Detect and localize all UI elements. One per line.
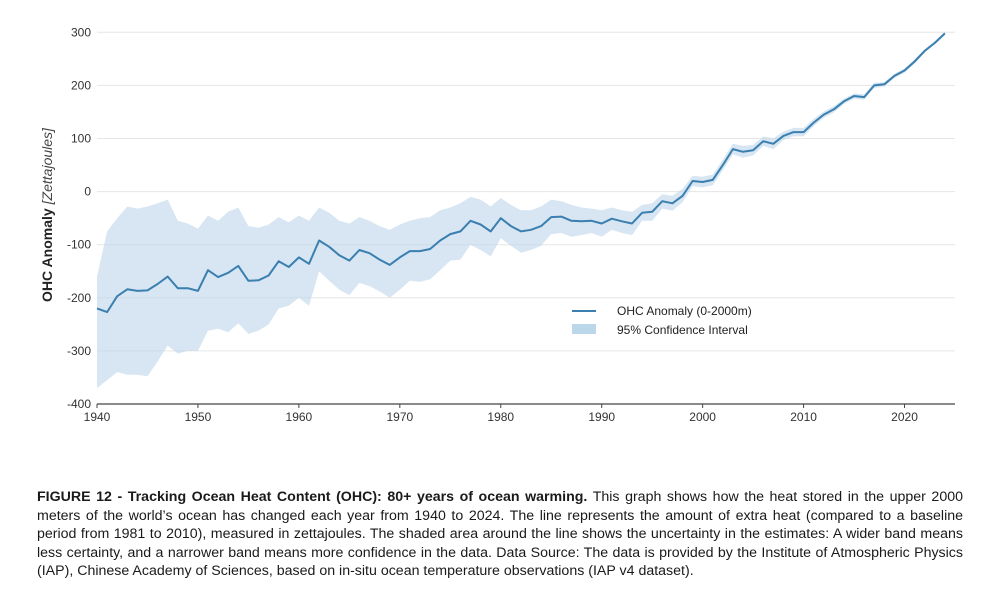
x-tick-label: 1980 (487, 410, 514, 424)
y-axis-title: OHC Anomaly[Zettajoules] (39, 127, 55, 302)
x-tick-label: 1990 (588, 410, 615, 424)
caption-body: This graph shows how the heat stored in … (37, 489, 963, 580)
y-tick-labels: -400 -300 -200 -100 0 100 200 300 (67, 25, 91, 411)
confidence-interval-band (97, 31, 945, 389)
y-tick-label: -200 (67, 291, 91, 305)
y-tick-label: -300 (67, 344, 91, 358)
legend-label-band: 95% Confidence Interval (617, 323, 748, 337)
x-tick-label: 2010 (790, 410, 817, 424)
anomaly-line-layer (96, 32, 946, 314)
x-tick-label: 1940 (84, 410, 111, 424)
x-tick-label: 1960 (286, 410, 313, 424)
x-tick-label: 2020 (891, 410, 918, 424)
legend-label-line: OHC Anomaly (0-2000m) (617, 304, 752, 318)
x-tick-label: 1970 (386, 410, 413, 424)
x-tick-labels: 1940 1950 1960 1970 1980 1990 2000 2010 2020 (84, 410, 919, 424)
x-tick-label: 2000 (689, 410, 716, 424)
x-tick-label: 1950 (185, 410, 212, 424)
y-tick-label: 200 (71, 78, 91, 92)
legend: OHC Anomaly (0-2000m) 95% Confidence Int… (572, 304, 752, 337)
y-tick-label: 300 (71, 25, 91, 39)
confidence-band-layer (97, 31, 945, 389)
legend-band-swatch (572, 324, 596, 334)
caption-heading: FIGURE 12 - Tracking Ocean Heat Content … (37, 489, 588, 505)
y-tick-label: 0 (84, 185, 91, 199)
figure-caption: FIGURE 12 - Tracking Ocean Heat Content … (37, 488, 963, 581)
axes (96, 403, 955, 408)
y-tick-label: 100 (71, 132, 91, 146)
y-tick-label: -100 (67, 238, 91, 252)
y-tick-label: -400 (67, 397, 91, 411)
